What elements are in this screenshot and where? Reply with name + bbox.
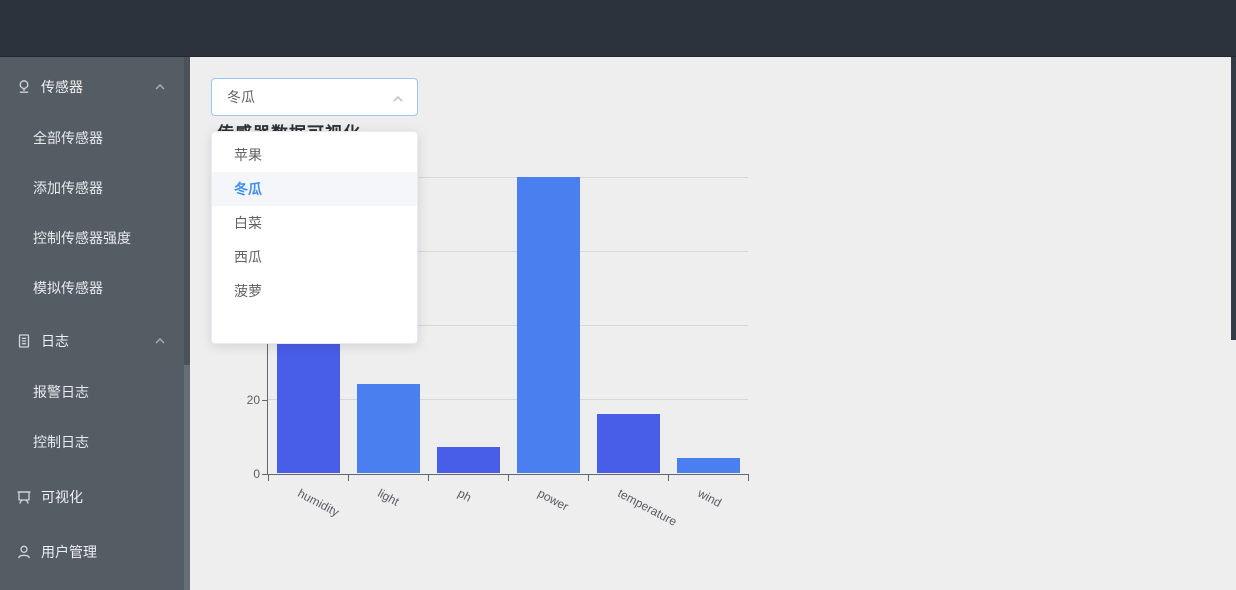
x-axis-label-temperature: temperature xyxy=(615,486,680,529)
sidebar-item-alarm-logs[interactable]: 报警日志 xyxy=(33,384,89,400)
bar-power xyxy=(516,177,580,473)
x-tick-0 xyxy=(268,475,269,481)
chevron-up-icon xyxy=(155,338,165,344)
y-tick-0 xyxy=(262,474,268,475)
dropdown-option-cabbage[interactable]: 白菜 xyxy=(234,215,262,231)
x-tick-3 xyxy=(508,475,509,481)
x-axis-line xyxy=(268,474,749,475)
sidebar-scrollbar-track[interactable] xyxy=(184,57,190,590)
gridline-40 xyxy=(268,325,748,326)
sidebar-item-label: 可视化 xyxy=(41,489,83,505)
gridline-80 xyxy=(268,177,748,178)
sidebar: 传感器 全部传感器 添加传感器 控制传感器强度 模拟传感器 日志 报警日志 控制… xyxy=(0,57,190,590)
board-icon xyxy=(17,491,31,504)
sidebar-item-control-sensor-intensity[interactable]: 控制传感器强度 xyxy=(33,230,131,246)
fruit-select[interactable]: 冬瓜 xyxy=(211,78,418,116)
dropdown-option-pineapple[interactable]: 菠萝 xyxy=(234,283,262,299)
x-tick-6 xyxy=(748,475,749,481)
dropdown-option-apple[interactable]: 苹果 xyxy=(234,147,262,163)
gridline-60 xyxy=(268,251,748,252)
chevron-up-icon xyxy=(155,84,165,90)
y-tick-20 xyxy=(262,400,268,401)
sidebar-item-visualization[interactable]: 可视化 xyxy=(0,475,184,519)
x-tick-5 xyxy=(668,475,669,481)
x-axis-label-light: light xyxy=(375,486,402,509)
x-axis-label-humidity: humidity xyxy=(295,486,342,520)
chevron-up-icon xyxy=(393,95,403,102)
dropdown-option-watermelon[interactable]: 西瓜 xyxy=(234,249,262,265)
x-tick-4 xyxy=(588,475,589,481)
user-icon xyxy=(17,545,31,559)
bar-light xyxy=(356,384,420,473)
sidebar-item-logs[interactable]: 日志 xyxy=(0,319,184,363)
x-tick-2 xyxy=(428,475,429,481)
bar-wind xyxy=(676,458,740,473)
chart-plot[interactable]: 020406080humiditylightphpowertemperature… xyxy=(247,171,749,529)
y-axis-label-0: 0 xyxy=(253,467,260,481)
sidebar-item-all-sensors[interactable]: 全部传感器 xyxy=(33,130,103,146)
x-axis-label-wind: wind xyxy=(695,486,724,510)
x-axis-label-ph: ph xyxy=(455,486,474,505)
fruit-dropdown-panel: 苹果 冬瓜 白菜 西瓜 菠萝 xyxy=(211,131,418,344)
sidebar-item-simulate-sensor[interactable]: 模拟传感器 xyxy=(33,280,103,296)
log-icon xyxy=(18,334,30,348)
sidebar-item-sensor[interactable]: 传感器 xyxy=(0,65,184,109)
select-value: 冬瓜 xyxy=(227,89,255,105)
sidebar-item-label: 传感器 xyxy=(41,79,83,95)
sidebar-item-control-logs[interactable]: 控制日志 xyxy=(33,434,89,450)
sidebar-item-add-sensor[interactable]: 添加传感器 xyxy=(33,180,103,196)
bar-humidity xyxy=(276,343,340,473)
bar-temperature xyxy=(596,413,660,473)
sidebar-item-label: 日志 xyxy=(41,333,69,349)
main-content: 020406080humiditylightphpowertemperature… xyxy=(190,57,1236,590)
sidebar-item-user-management[interactable]: 用户管理 xyxy=(0,530,184,574)
top-header-bar xyxy=(0,0,1236,57)
dropdown-option-wintermelon[interactable]: 冬瓜 xyxy=(212,172,417,206)
y-axis-label-20: 20 xyxy=(246,393,260,407)
sidebar-item-label: 用户管理 xyxy=(41,544,97,560)
gridline-20 xyxy=(268,399,748,400)
bar-ph xyxy=(436,447,500,473)
x-axis-label-power: power xyxy=(535,486,571,514)
x-tick-1 xyxy=(348,475,349,481)
page-scrollbar-thumb[interactable] xyxy=(1231,57,1236,340)
sidebar-scrollbar-thumb[interactable] xyxy=(184,365,190,590)
sensor-icon xyxy=(19,80,29,93)
